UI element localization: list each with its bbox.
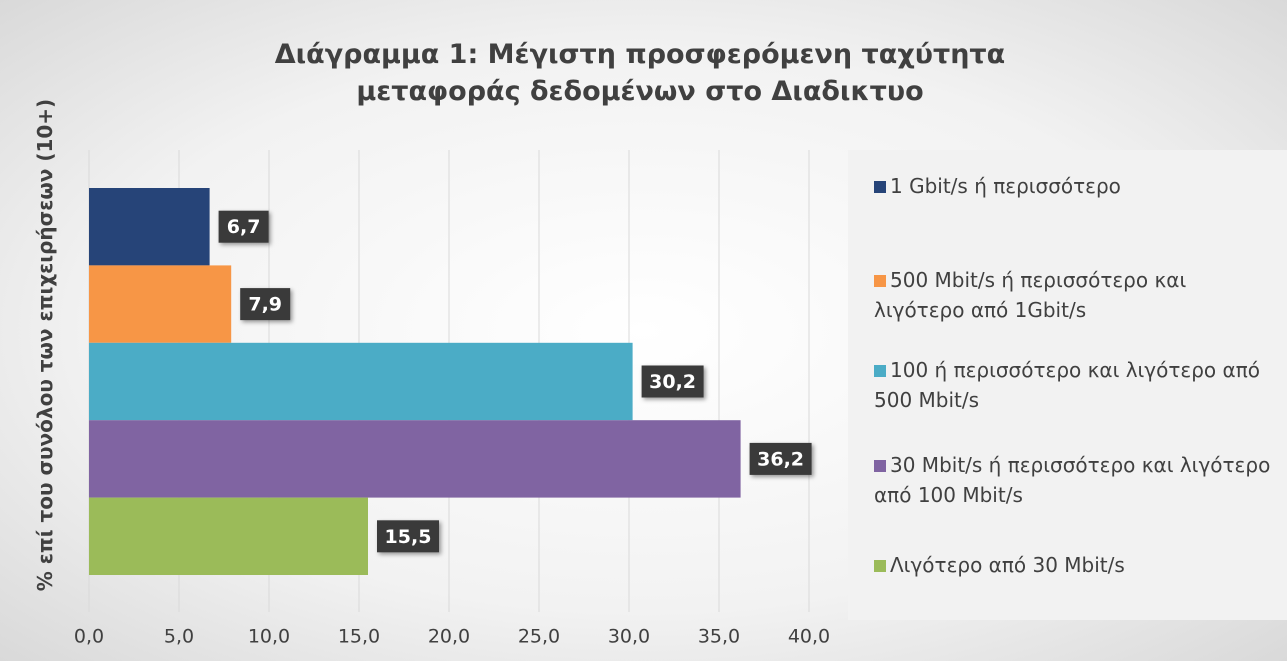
bar (89, 420, 741, 498)
legend-label: Λιγότερο από 30 Mbit/s (890, 553, 1125, 577)
x-tick-label: 35,0 (698, 626, 740, 648)
data-label: 36,2 (757, 448, 804, 470)
bar (89, 342, 633, 421)
x-tick-label: 5,0 (164, 626, 194, 648)
x-tick-label: 40,0 (788, 626, 830, 648)
legend-item: 500 Mbit/s ή περισσότερο και λιγότερο απ… (874, 265, 1274, 325)
legend-label: 500 Mbit/s ή περισσότερο και λιγότερο απ… (874, 268, 1187, 322)
chart-title: Διάγραμμα 1: Μέγιστη προσφερόμενη ταχύτη… (274, 39, 1006, 107)
legend: 1 Gbit/s ή περισσότερο 500 Mbit/s ή περισ… (848, 150, 1287, 620)
data-label: 6,7 (227, 216, 261, 238)
x-tick-label: 0,0 (74, 626, 104, 648)
data-label-box (749, 442, 812, 475)
legend-item: 100 ή περισσότερο και λιγότερο από 500 M… (874, 355, 1274, 415)
data-label-box (218, 210, 269, 243)
legend-swatch (874, 460, 886, 472)
bar (89, 265, 232, 343)
legend-swatch (874, 275, 886, 287)
bar (89, 188, 210, 266)
data-label-box (240, 288, 291, 321)
legend-swatch (874, 560, 886, 572)
x-tick-label: 10,0 (248, 626, 290, 648)
x-tick-label: 25,0 (518, 626, 560, 648)
y-axis-label: % επί του συνόλου των επιχειρήσεων (10+) (33, 98, 57, 592)
legend-label: 100 ή περισσότερο και λιγότερο από 500 M… (874, 358, 1260, 412)
legend-item: 30 Mbit/s ή περισσότερο και λιγότερο από… (874, 450, 1274, 510)
data-label: 7,9 (248, 294, 282, 316)
legend-item: Λιγότερο από 30 Mbit/s (874, 550, 1274, 580)
legend-label: 1 Gbit/s ή περισσότερο (890, 174, 1121, 198)
x-tick-label: 20,0 (428, 626, 470, 648)
bar (89, 497, 368, 575)
data-label-box (377, 520, 439, 553)
data-label: 30,2 (649, 371, 696, 393)
legend-swatch (874, 181, 886, 193)
data-label-box (641, 365, 704, 398)
legend-swatch (874, 365, 886, 377)
x-tick-label: 30,0 (608, 626, 650, 648)
x-tick-label: 15,0 (338, 626, 380, 648)
legend-item: 1 Gbit/s ή περισσότερο (874, 171, 1274, 201)
data-label: 15,5 (385, 526, 432, 548)
legend-label: 30 Mbit/s ή περισσότερο και λιγότερο από… (874, 453, 1271, 507)
